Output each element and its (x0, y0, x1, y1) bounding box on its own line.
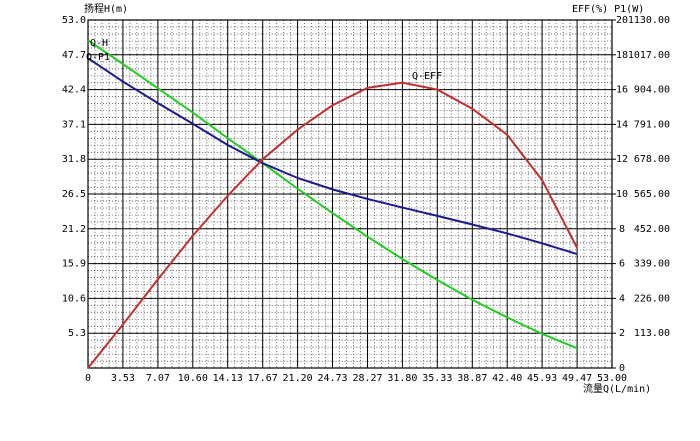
x-tick-label: 14.13 (213, 373, 243, 384)
x-tick-label: 7.07 (146, 373, 170, 384)
y3-tick-label: 1130.00 (628, 15, 670, 26)
curve (87, 39, 578, 350)
y2-tick-label: 8 (619, 224, 625, 235)
y-tick-label: 37.1 (62, 119, 86, 130)
y3-tick-label: 452.00 (634, 224, 670, 235)
y3-tick-label: 226.00 (634, 293, 670, 304)
y3-tick-label: 904.00 (634, 85, 670, 96)
y3-tick-label: 339.00 (634, 259, 670, 270)
y2-tick-label: 12 (616, 154, 628, 165)
y-tick-label: 21.2 (62, 224, 86, 235)
curve (87, 57, 578, 256)
y3-tick-label: 1017.00 (628, 50, 670, 61)
y-tick-label: 47.7 (62, 50, 86, 61)
x-tick-label: 24.73 (317, 373, 347, 384)
x-tick-label: 42.40 (492, 373, 522, 384)
plot-frame (87, 19, 613, 369)
y-tick-label: 5.3 (68, 328, 86, 339)
x-tick-label: 10.60 (178, 373, 208, 384)
y-tick-label: 10.6 (62, 293, 86, 304)
curve-label: Q-H (90, 38, 108, 49)
y2-tick-label: 16 (616, 85, 628, 96)
curve-label: Q-P1 (86, 52, 110, 63)
y2-tick-label: 20 (616, 15, 628, 26)
y2-tick-label: 2 (619, 328, 625, 339)
y2-tick-label: 10 (616, 189, 628, 200)
curve (87, 81, 578, 369)
y3-tick-label: 678.00 (634, 154, 670, 165)
x-tick-label: 45.93 (527, 373, 557, 384)
x-tick-label: 17.67 (248, 373, 278, 384)
y3-tick-label: 565.00 (634, 189, 670, 200)
y-axis-title: 扬程H(m) (84, 2, 128, 15)
x-tick-label: 53.00 (597, 373, 627, 384)
y-tick-label: 42.4 (62, 85, 86, 96)
y2-axis-title: EFF(%) P1(W) (572, 4, 644, 15)
y2-tick-label: 0 (619, 363, 625, 374)
x-tick-label: 3.53 (111, 373, 135, 384)
y-tick-label: 31.8 (62, 154, 86, 165)
y3-tick-label: 113.00 (634, 328, 670, 339)
y2-tick-label: 18 (616, 50, 628, 61)
x-axis-title: 流量Q(L/min) (583, 382, 651, 395)
y2-tick-label: 14 (616, 119, 628, 130)
x-tick-label: 0 (85, 373, 91, 384)
x-tick-label: 21.20 (283, 373, 313, 384)
x-tick-label: 35.33 (422, 373, 452, 384)
x-tick-label: 49.47 (562, 373, 592, 384)
x-tick-label: 31.80 (387, 373, 417, 384)
curve-label: Q-EFF (412, 71, 442, 82)
y-tick-label: 15.9 (62, 259, 86, 270)
y2-tick-label: 6 (619, 259, 625, 270)
x-tick-label: 28.27 (352, 373, 382, 384)
y-tick-label: 26.5 (62, 189, 86, 200)
y2-tick-label: 4 (619, 293, 625, 304)
x-tick-label: 38.87 (457, 373, 487, 384)
y-tick-label: 53.0 (62, 15, 86, 26)
y3-tick-label: 791.00 (634, 119, 670, 130)
